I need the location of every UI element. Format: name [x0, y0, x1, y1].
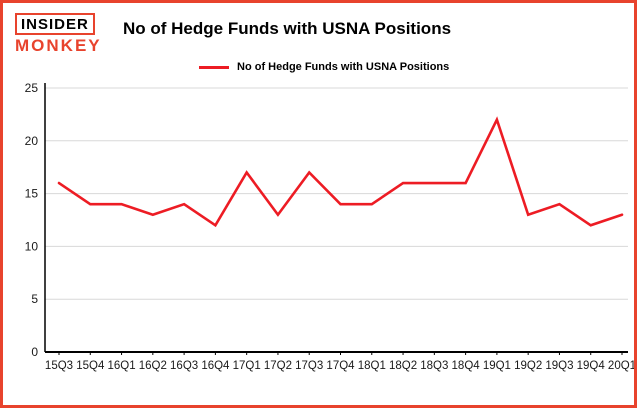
- svg-text:17Q2: 17Q2: [264, 360, 292, 372]
- svg-text:15Q4: 15Q4: [76, 360, 105, 372]
- legend-line-swatch: [199, 65, 229, 69]
- svg-text:17Q1: 17Q1: [233, 360, 261, 372]
- page-title: No of Hedge Funds with USNA Positions: [123, 19, 452, 38]
- logo-insider-text: INSIDER: [15, 13, 95, 35]
- svg-text:17Q3: 17Q3: [295, 360, 323, 372]
- svg-text:18Q2: 18Q2: [389, 360, 417, 372]
- line-chart: 0 5 10 15 20 25 15Q3 15Q4 16Q1 16Q2 16Q3 16Q4 17Q1 17…: [3, 78, 634, 405]
- svg-text:10: 10: [25, 239, 39, 253]
- logo-monkey-text: MONKEY: [15, 36, 102, 55]
- svg-text:17Q4: 17Q4: [326, 360, 355, 372]
- svg-text:16Q3: 16Q3: [170, 360, 198, 372]
- svg-text:18Q1: 18Q1: [358, 360, 386, 372]
- insider-monkey-logo: INSIDER MONKEY: [15, 13, 102, 54]
- svg-text:20Q1: 20Q1: [608, 360, 634, 372]
- chart-legend: No of Hedge Funds with USNA Positions: [199, 61, 449, 73]
- svg-text:16Q2: 16Q2: [139, 360, 167, 372]
- svg-text:19Q1: 19Q1: [483, 360, 511, 372]
- svg-text:25: 25: [25, 81, 39, 95]
- svg-text:18Q3: 18Q3: [420, 360, 448, 372]
- svg-text:16Q4: 16Q4: [201, 360, 230, 372]
- svg-text:0: 0: [31, 345, 38, 359]
- svg-text:19Q3: 19Q3: [545, 360, 573, 372]
- svg-text:18Q4: 18Q4: [452, 360, 481, 372]
- svg-text:16Q1: 16Q1: [107, 360, 135, 372]
- svg-text:15: 15: [25, 187, 39, 201]
- legend-label: No of Hedge Funds with USNA Positions: [237, 61, 450, 73]
- svg-text:20: 20: [25, 134, 39, 148]
- svg-text:15Q3: 15Q3: [45, 360, 73, 372]
- svg-text:19Q4: 19Q4: [577, 360, 606, 372]
- svg-text:19Q2: 19Q2: [514, 360, 542, 372]
- svg-text:5: 5: [31, 292, 38, 306]
